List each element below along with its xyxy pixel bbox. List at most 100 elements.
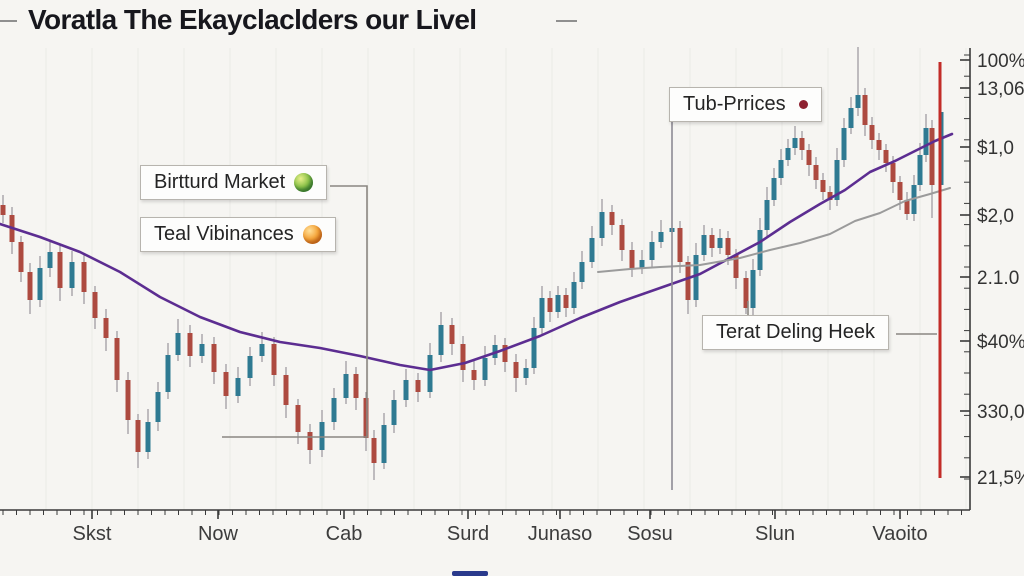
callout-label: Teal Vibinances xyxy=(154,223,294,245)
candle-body xyxy=(693,255,699,300)
callout-connectors xyxy=(222,107,937,490)
axes: Skst Now Cab Surd Junaso Sosu Slun Vaoito 100% 13… xyxy=(0,48,1024,545)
callout-label: Birtturd Market xyxy=(154,171,286,193)
candle-body xyxy=(114,338,120,380)
bottom-navy-bar xyxy=(452,571,488,576)
candle-body xyxy=(523,368,529,378)
y-tick-label: 13,06 xyxy=(977,79,1024,100)
candle-body xyxy=(709,235,715,248)
candle-body xyxy=(897,182,903,200)
candle-body xyxy=(247,356,253,378)
candle-body xyxy=(353,374,359,398)
candle-body xyxy=(223,372,229,396)
callout-label: Terat Deling Heek xyxy=(716,321,875,343)
candle-body xyxy=(343,374,349,398)
x-tick-label: Surd xyxy=(447,523,489,545)
callout-birtturd-market[interactable]: Birtturd Market xyxy=(140,165,328,200)
y-tick-label: 2.1.0 xyxy=(977,268,1019,289)
candle-body xyxy=(259,344,265,356)
candle-body xyxy=(904,200,910,214)
candle-body xyxy=(103,318,109,338)
gray-moving-average xyxy=(597,187,951,273)
candle-body xyxy=(92,292,98,318)
x-tick-label: Skst xyxy=(73,523,112,545)
candle-body xyxy=(438,325,444,355)
candle-body xyxy=(778,160,784,178)
candle-body xyxy=(799,138,805,150)
y-tick-label: $2,0 xyxy=(977,206,1014,227)
candle-body xyxy=(883,150,889,163)
candle-body xyxy=(513,362,519,378)
candle-body xyxy=(155,392,161,422)
candle-body xyxy=(649,242,655,260)
candle-body xyxy=(771,178,777,200)
candle-body xyxy=(701,235,707,255)
candle-body xyxy=(175,333,181,355)
candle-body xyxy=(890,163,896,182)
candle-body xyxy=(929,128,935,185)
candle-body xyxy=(135,420,141,452)
candle-body xyxy=(609,212,615,225)
candle-body xyxy=(834,160,840,200)
callout-label: Tub-Prrices xyxy=(683,93,786,115)
callout-terat-deling-heek[interactable]: Terat Deling Heek xyxy=(702,315,889,350)
candle-body xyxy=(37,268,43,300)
candle-body xyxy=(57,252,63,288)
candle-body xyxy=(571,282,577,308)
candle-body xyxy=(806,150,812,165)
candle-body xyxy=(717,238,723,248)
candle-body xyxy=(531,328,537,368)
candle-body xyxy=(848,108,854,128)
x-tick-label: Slun xyxy=(755,523,795,545)
candle-body xyxy=(482,358,488,380)
x-tick-label: Now xyxy=(198,523,239,545)
candle-body xyxy=(869,125,875,140)
purple-moving-average xyxy=(0,132,954,372)
candle-body xyxy=(211,344,217,372)
candle-body xyxy=(371,438,377,463)
candle-body xyxy=(677,228,683,262)
candle-body xyxy=(18,242,24,272)
x-tick-label: Junaso xyxy=(528,523,593,545)
candle-body xyxy=(725,238,731,255)
candle-body xyxy=(563,295,569,308)
candle-body xyxy=(750,270,756,308)
candle-body xyxy=(733,255,739,278)
candle-body xyxy=(876,140,882,150)
candle-body xyxy=(764,200,770,230)
candle-body xyxy=(235,378,241,396)
callout-tub-prices[interactable]: Tub-Prrices xyxy=(669,87,822,122)
candle-body xyxy=(471,370,477,380)
candle-body xyxy=(539,298,545,328)
candle-body xyxy=(629,250,635,268)
dark-red-dot-icon xyxy=(798,100,808,109)
candle-body xyxy=(145,422,151,452)
candle-body xyxy=(47,252,53,268)
candle-body xyxy=(658,232,664,242)
candle-body xyxy=(81,262,87,292)
candle-body xyxy=(125,380,131,420)
candle-body xyxy=(757,230,763,270)
callout-teal-vibinances[interactable]: Teal Vibinances xyxy=(140,217,336,252)
candle-body xyxy=(0,205,6,215)
candle-body xyxy=(547,298,553,312)
candle-body xyxy=(685,262,691,300)
candle-body xyxy=(855,95,861,108)
x-tick-label: Cab xyxy=(326,523,363,545)
candle-body xyxy=(639,260,645,268)
x-tick-label: Sosu xyxy=(627,523,673,545)
candle-body xyxy=(165,355,171,392)
candle-body xyxy=(599,212,605,238)
candle-body xyxy=(827,192,833,200)
candle-body xyxy=(449,325,455,344)
candle-body xyxy=(555,295,561,312)
candle-body xyxy=(199,344,205,356)
candle-body xyxy=(813,165,819,180)
candle-body xyxy=(363,398,369,438)
candle-body xyxy=(460,344,466,370)
candle-body xyxy=(331,398,337,422)
y-tick-label: $1,0 xyxy=(977,138,1014,159)
y-tick-label: 21,5% xyxy=(977,468,1024,489)
